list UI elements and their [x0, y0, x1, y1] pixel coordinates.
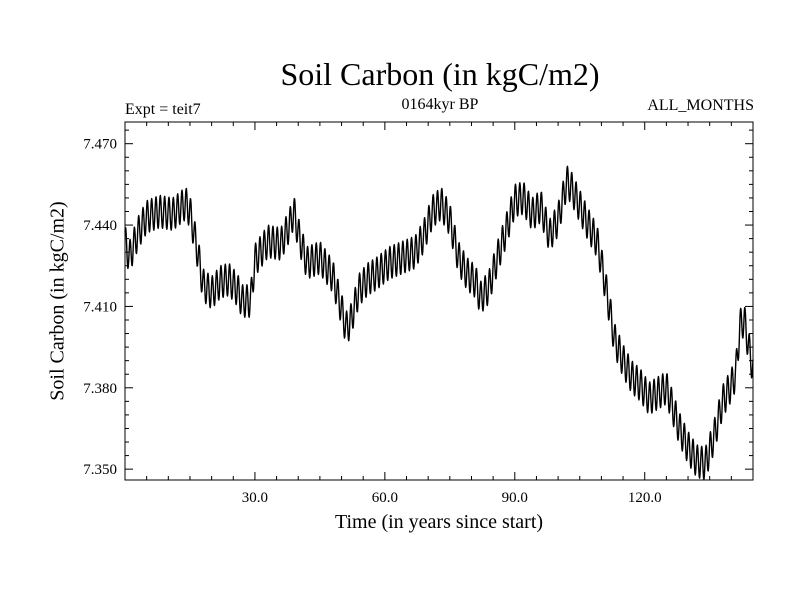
experiment-label: Expt = teit7	[125, 101, 201, 118]
y-tick-label: 7.440	[83, 218, 117, 234]
chart-subtitle: 0164kyr BP	[401, 96, 479, 113]
x-tick-label: 60.0	[372, 490, 398, 506]
x-axis-label: Time (in years since start)	[334, 511, 544, 533]
months-label: ALL_MONTHS	[647, 97, 754, 114]
y-tick-label: 7.470	[83, 137, 117, 153]
series-line	[124, 165, 754, 481]
x-tick-label: 30.0	[242, 490, 268, 506]
x-tick-label: 120.0	[628, 490, 662, 506]
plot-frame	[124, 121, 754, 481]
y-tick-label: 7.410	[83, 299, 117, 315]
y-tick-label: 7.350	[83, 462, 117, 478]
x-tick-label: 90.0	[502, 490, 528, 506]
y-tick-label: 7.380	[83, 381, 117, 397]
chart-title: Soil Carbon (in kgC/m2)	[280, 56, 600, 92]
y-axis-label: Soil Carbon (in kgC/m2)	[46, 201, 69, 401]
